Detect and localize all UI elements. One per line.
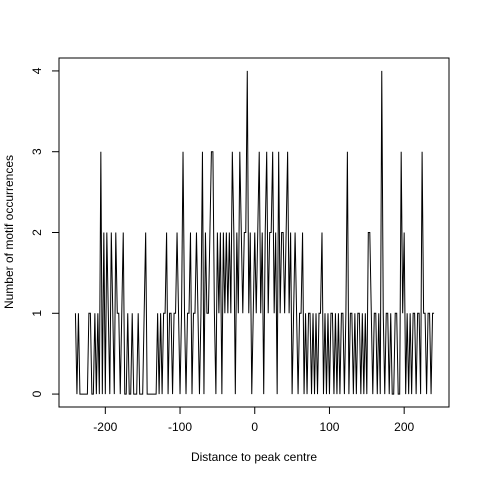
x-tick-label: -200: [93, 420, 117, 434]
x-tick-label: 0: [251, 420, 258, 434]
y-tick-label: 0: [30, 390, 44, 397]
y-tick-label: 2: [30, 229, 44, 236]
x-tick-label: 200: [394, 420, 414, 434]
data-line: [74, 70, 435, 395]
y-tick-label: 4: [30, 67, 44, 74]
y-axis-label: Number of motif occurrences: [2, 155, 16, 309]
y-tick-label: 3: [30, 148, 44, 155]
plot-frame: [58, 57, 450, 408]
x-tick-label: -100: [168, 420, 192, 434]
x-tick-label: 100: [319, 420, 339, 434]
x-axis-label: Distance to peak centre: [191, 450, 317, 464]
y-tick-label: 1: [30, 310, 44, 317]
